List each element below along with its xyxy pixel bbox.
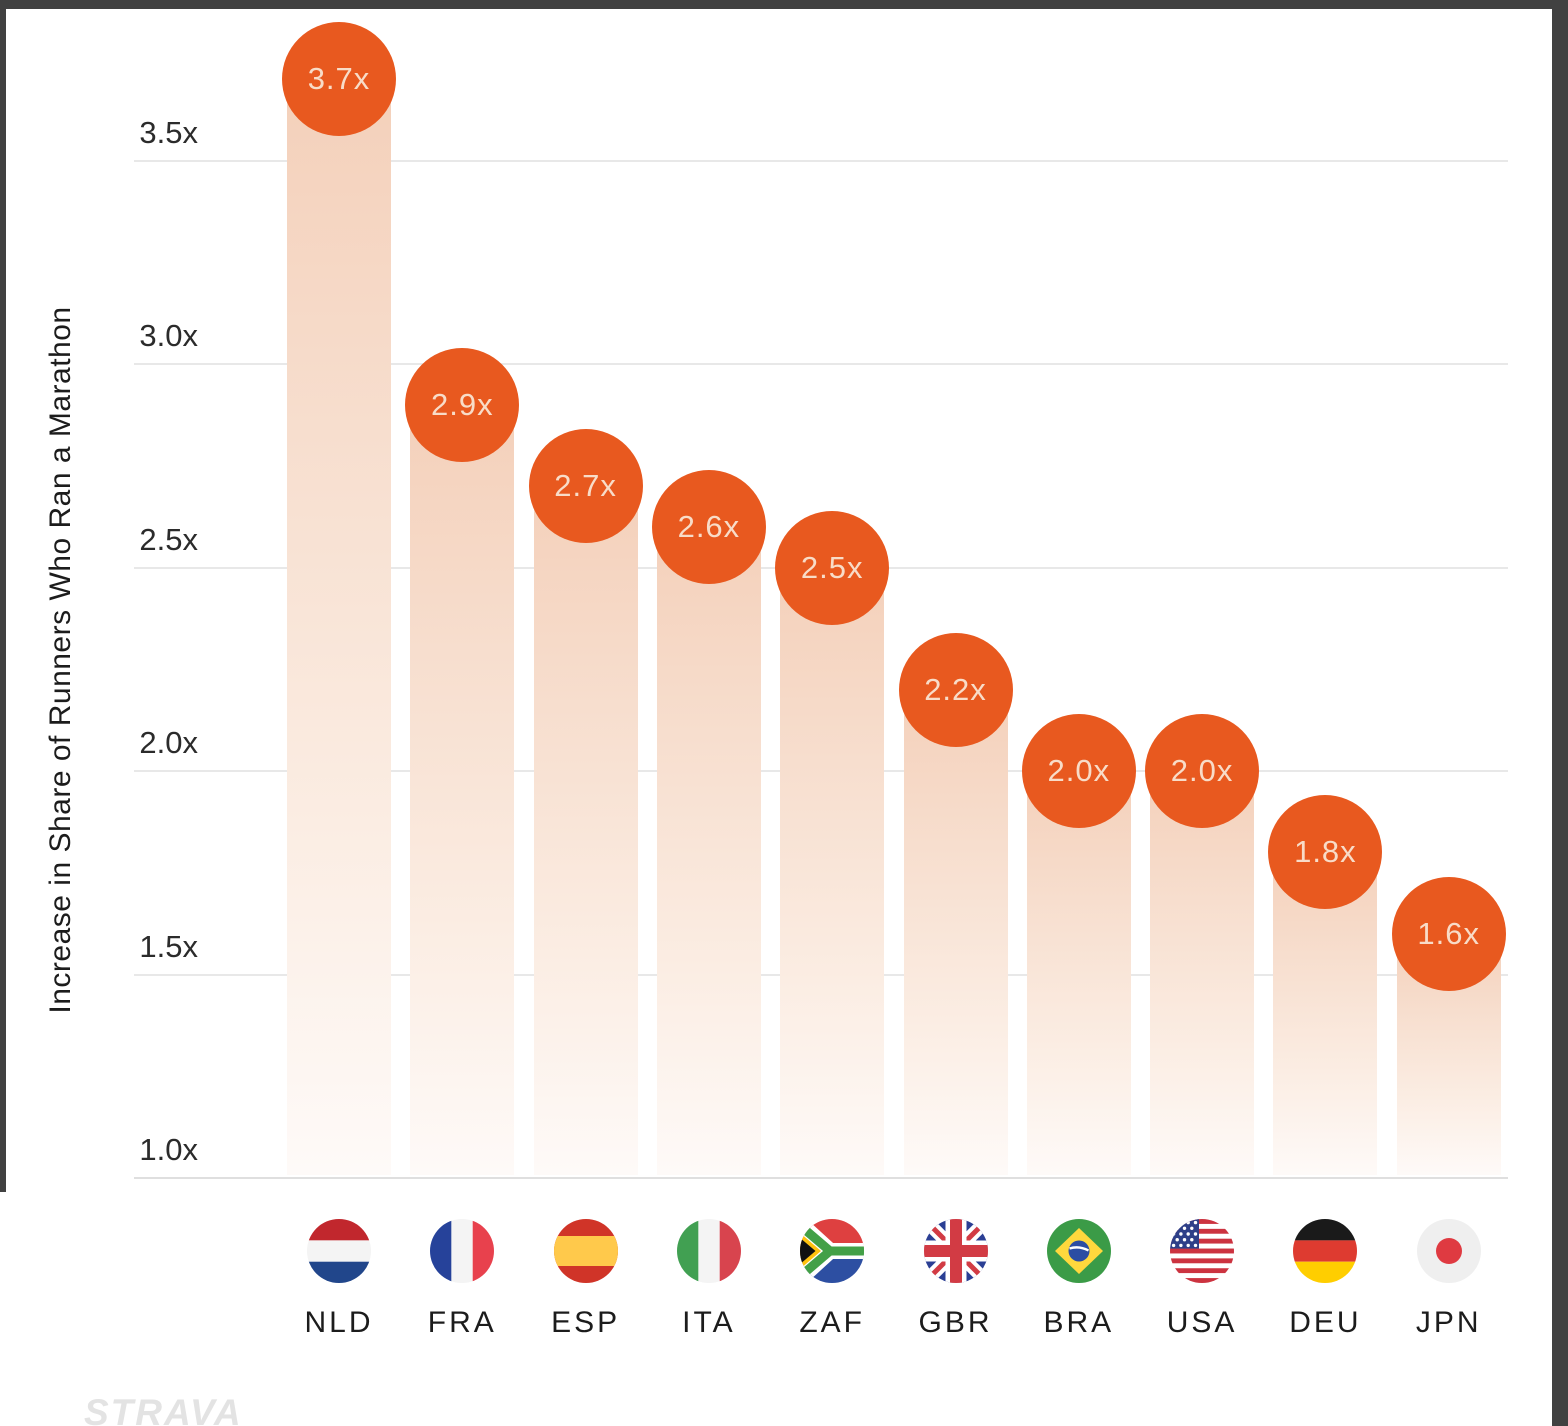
bar-fra (410, 404, 515, 1175)
south-africa-flag-icon (800, 1219, 865, 1283)
value-bubble-gbr: 2.2x (898, 632, 1013, 747)
bar-esp (533, 486, 638, 1175)
value-label: 2.2x (924, 671, 987, 707)
gridline-3.0x (134, 363, 1508, 365)
value-bubble-zaf: 2.5x (775, 510, 890, 625)
country-label-deu: DEU (1289, 1306, 1362, 1339)
bar-usa (1150, 771, 1255, 1175)
country-label-zaf: ZAF (799, 1306, 866, 1339)
bar-ita (656, 526, 761, 1175)
country-label-nld: NLD (304, 1306, 374, 1339)
bar-nld (287, 79, 391, 1175)
country-label-fra: FRA (427, 1306, 497, 1339)
value-label: 2.0x (1170, 753, 1234, 788)
screenshot-frame-right (1552, 0, 1568, 1426)
value-label: 3.7x (307, 61, 371, 97)
y-tick-label: 3.5x (139, 114, 198, 150)
value-bubble-fra: 2.9x (405, 347, 520, 462)
country-label-jpn: JPN (1415, 1306, 1482, 1339)
france-flag-icon (430, 1219, 495, 1283)
italy-flag-icon (676, 1219, 741, 1283)
value-label: 2.7x (554, 468, 617, 504)
value-label: 2.6x (677, 508, 741, 544)
netherlands-flag-icon (307, 1219, 371, 1283)
bar-zaf (780, 567, 885, 1175)
screenshot-frame-left (0, 0, 6, 1192)
value-label: 2.0x (1047, 753, 1111, 788)
value-bubble-deu: 1.8x (1268, 795, 1383, 910)
spain-flag-icon (553, 1219, 618, 1283)
value-bubble-esp: 2.7x (528, 429, 643, 544)
country-label-bra: BRA (1043, 1306, 1115, 1339)
brazil-flag-icon (1046, 1219, 1111, 1283)
gridline-3.5x (134, 159, 1508, 162)
y-tick-label: 1.0x (139, 1132, 198, 1167)
value-bubble-nld: 3.7x (282, 22, 396, 137)
bar-bra (1026, 771, 1131, 1175)
y-tick-label: 1.5x (139, 928, 198, 964)
usa-flag-icon (1170, 1219, 1235, 1283)
value-bubble-ita: 2.6x (651, 469, 766, 584)
value-label: 1.6x (1417, 915, 1480, 951)
value-bubble-usa: 2.0x (1145, 714, 1260, 828)
value-bubble-bra: 2.0x (1021, 714, 1136, 828)
y-tick-label: 2.5x (139, 521, 198, 557)
value-label: 2.9x (430, 386, 494, 422)
united-kingdom-flag-icon (923, 1219, 988, 1283)
screenshot-frame-top (0, 0, 1568, 9)
y-tick-label: 3.0x (139, 318, 198, 353)
country-label-esp: ESP (551, 1306, 621, 1339)
value-label: 2.5x (800, 549, 864, 585)
value-label: 1.8x (1294, 834, 1357, 870)
bar-gbr (903, 689, 1008, 1175)
value-bubble-jpn: 1.6x (1391, 876, 1506, 991)
gridline-1.0x (134, 1177, 1508, 1179)
country-label-ita: ITA (682, 1306, 736, 1339)
strava-logo: STRAVA (84, 1392, 243, 1426)
country-label-gbr: GBR (918, 1306, 993, 1339)
germany-flag-icon (1293, 1219, 1358, 1283)
japan-flag-icon (1416, 1219, 1481, 1283)
y-tick-label: 2.0x (139, 725, 198, 760)
country-label-usa: USA (1166, 1306, 1238, 1339)
